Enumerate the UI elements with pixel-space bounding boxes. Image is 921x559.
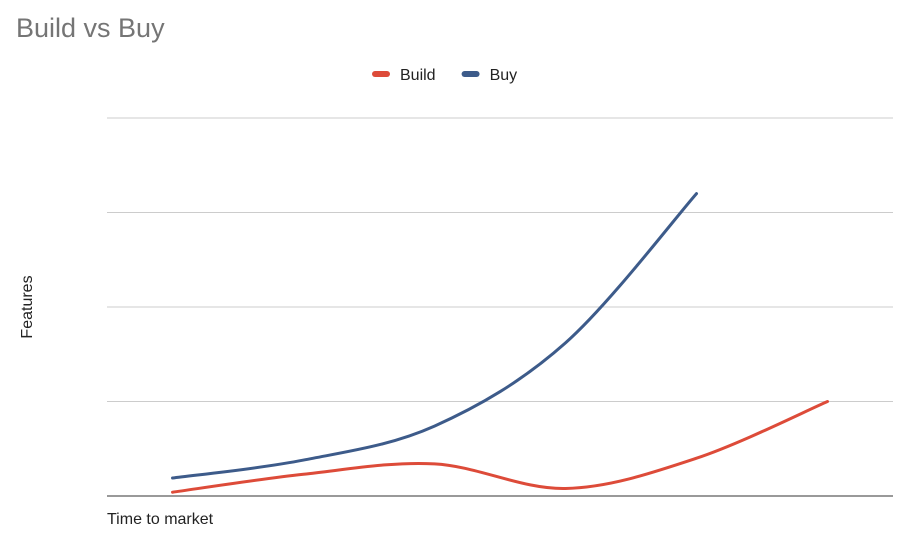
x-axis-label: Time to market: [107, 511, 214, 528]
legend-swatch: [461, 71, 480, 77]
legend-swatch: [372, 71, 390, 77]
series-line: [171, 400, 829, 494]
series-line: [171, 192, 698, 480]
legend-label: Buy: [490, 67, 518, 84]
y-axis-label: Features: [19, 275, 36, 338]
legend-label: Build: [400, 67, 436, 84]
chart-title: Build vs Buy: [16, 13, 165, 43]
